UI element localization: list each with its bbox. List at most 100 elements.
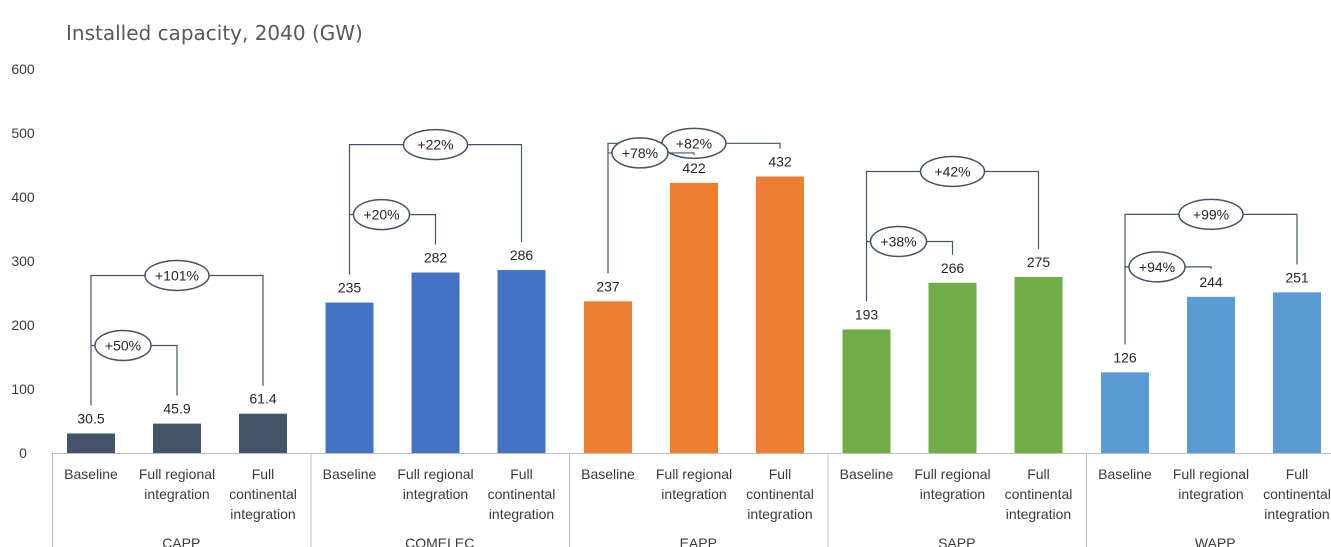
group-wapp: 126 Baseline 244 Full regional integration 25…: [1086, 198, 1331, 547]
data-label: 251: [1285, 269, 1309, 285]
change-badge: [919, 155, 986, 188]
category-label: Baseline: [581, 466, 635, 482]
category-label: Full regional: [1173, 466, 1249, 482]
category-label: continental: [746, 486, 814, 502]
change-badge: [352, 198, 411, 231]
y-tick-label: 400: [11, 189, 35, 205]
data-label: 286: [510, 247, 534, 263]
data-label: 235: [338, 280, 362, 296]
category-label: Full: [769, 466, 792, 482]
bar: [1101, 372, 1149, 453]
group-eapp: 237 Baseline 422 Full regional integration 43…: [569, 127, 814, 547]
data-label: 126: [1113, 349, 1137, 365]
category-label: continental: [229, 486, 297, 502]
category-label: integration: [403, 486, 468, 502]
bar: [1273, 292, 1321, 453]
change-badge: [94, 329, 152, 362]
data-label: 275: [1027, 254, 1051, 270]
change-badge: [1128, 251, 1186, 283]
category-label: Full: [510, 466, 533, 482]
category-label: continental: [1263, 486, 1331, 502]
y-tick-label: 100: [11, 381, 35, 397]
category-label: integration: [1178, 486, 1243, 502]
change-badge: [144, 259, 210, 292]
change-badge: [402, 128, 469, 161]
data-label: 422: [682, 160, 706, 176]
change-badge: [611, 137, 669, 169]
change-label: +94%: [1139, 259, 1175, 275]
bar: [67, 433, 115, 453]
change-label: +50%: [105, 337, 141, 353]
data-label: 432: [768, 154, 792, 170]
category-label: Baseline: [323, 466, 377, 482]
bar: [670, 182, 718, 454]
category-label: Full: [1027, 466, 1050, 482]
change-label: +82%: [676, 135, 712, 151]
group-sapp: 193 Baseline 266 Full regional integration 27…: [827, 155, 1073, 547]
change-label: +42%: [934, 163, 970, 179]
data-label: 244: [1199, 274, 1223, 290]
group-comelec: 235 Baseline 282 Full regional integration 28…: [310, 128, 556, 547]
data-label: 282: [424, 250, 448, 266]
data-label: 237: [596, 278, 620, 294]
category-label: Full regional: [397, 466, 473, 482]
bar: [756, 176, 804, 453]
data-label: 266: [941, 260, 965, 276]
change-badge: [869, 225, 928, 258]
change-label: +99%: [1193, 206, 1229, 222]
category-label: integration: [1264, 506, 1329, 522]
category-label: Baseline: [64, 466, 118, 482]
category-label: integration: [230, 506, 295, 522]
group-label: EAPP: [680, 535, 717, 547]
bar: [497, 269, 546, 453]
category-label: integration: [1006, 506, 1071, 522]
category-label: integration: [489, 506, 554, 522]
change-badge: [1178, 198, 1244, 231]
bar: [928, 282, 977, 453]
change-label: +20%: [363, 207, 399, 223]
y-tick-label: 300: [11, 253, 35, 269]
group-label: WAPP: [1195, 535, 1236, 547]
group-label: CAPP: [162, 535, 200, 547]
group-label: COMELEC: [405, 535, 474, 547]
category-label: integration: [747, 506, 812, 522]
bar: [842, 329, 891, 453]
category-label: Full: [252, 466, 275, 482]
category-label: continental: [1005, 486, 1073, 502]
category-label: Full: [1286, 466, 1309, 482]
data-label: 30.5: [77, 410, 104, 426]
bar: [1187, 296, 1235, 453]
data-label: 193: [855, 306, 879, 322]
category-label: integration: [920, 486, 985, 502]
change-label: +101%: [155, 267, 199, 283]
bar: [584, 301, 632, 453]
group-capp: 30.5 Baseline 45.9 Full regional integration…: [52, 259, 297, 547]
change-label: +38%: [880, 233, 916, 249]
plot-area: 30.5 Baseline 45.9 Full regional integration…: [52, 127, 1331, 547]
bar: [1014, 277, 1063, 453]
y-axis: 0 100 200 300 400 500 600: [11, 61, 35, 461]
category-label: continental: [488, 486, 556, 502]
bar: [239, 413, 287, 453]
category-label: integration: [661, 486, 726, 502]
category-label: Full regional: [139, 466, 215, 482]
group-label: SAPP: [938, 535, 975, 547]
bar: [153, 423, 201, 453]
category-label: Baseline: [1098, 466, 1152, 482]
category-label: Baseline: [840, 466, 894, 482]
change-label: +22%: [417, 137, 453, 153]
y-tick-label: 0: [19, 445, 27, 461]
data-label: 61.4: [249, 391, 276, 407]
chart-title: Installed capacity, 2040 (GW): [66, 21, 363, 45]
category-label: Full regional: [914, 466, 990, 482]
y-tick-label: 200: [11, 317, 35, 333]
category-label: Full regional: [656, 466, 732, 482]
bar: [325, 302, 374, 453]
data-label: 45.9: [163, 401, 190, 417]
change-label: +78%: [622, 145, 658, 161]
category-label: integration: [144, 486, 209, 502]
y-tick-label: 600: [11, 61, 35, 77]
y-tick-label: 500: [11, 125, 35, 141]
bar: [411, 272, 460, 453]
